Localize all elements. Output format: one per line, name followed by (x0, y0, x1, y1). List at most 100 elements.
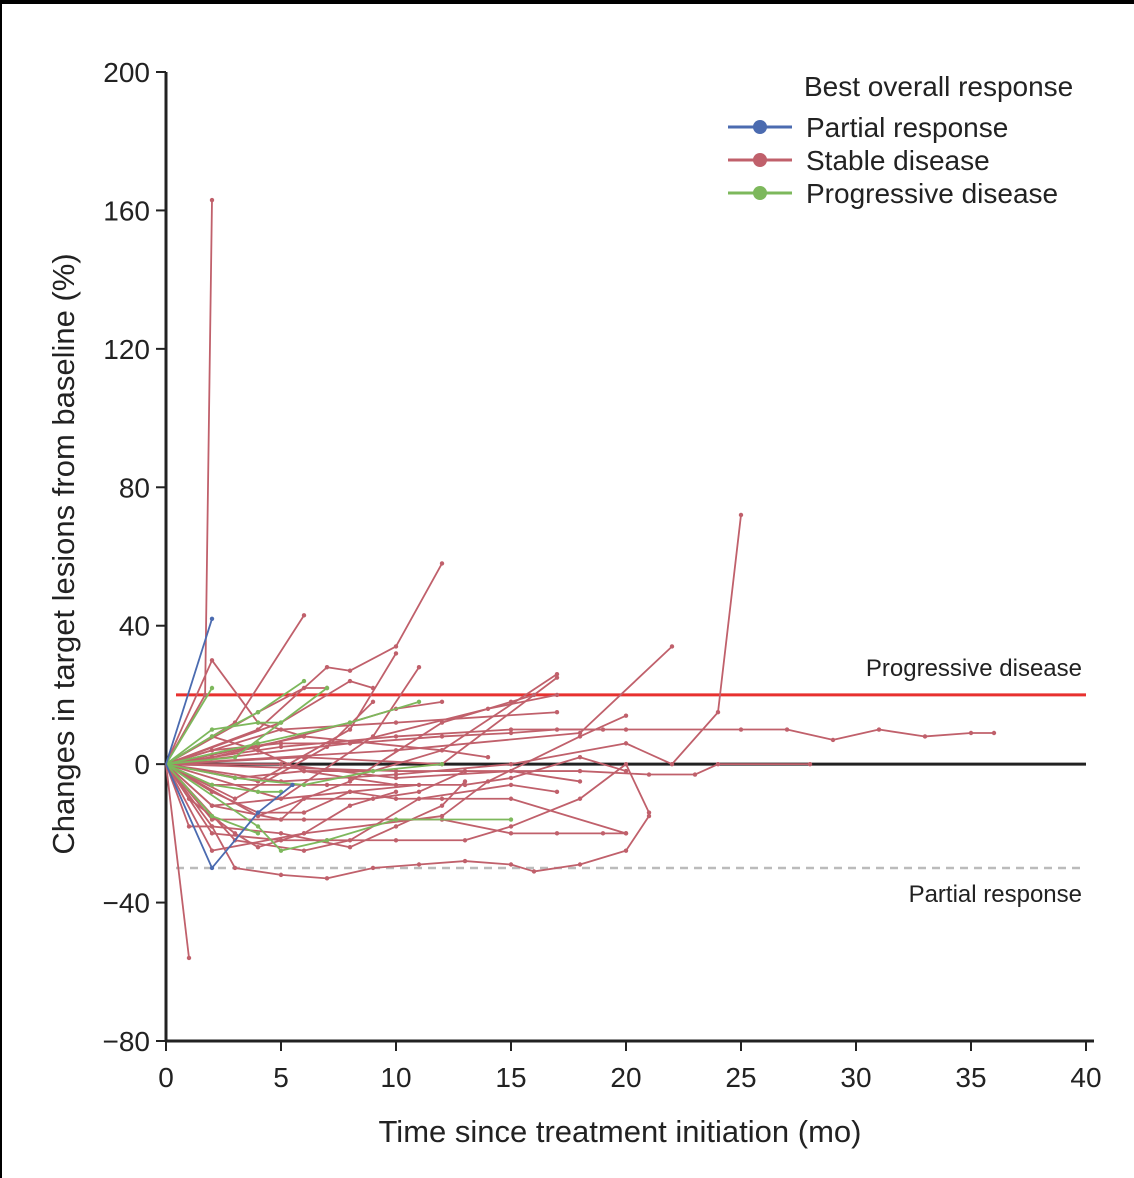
data-point (209, 813, 215, 819)
series-line (165, 694, 558, 766)
data-point (508, 730, 514, 736)
patient-series (165, 685, 330, 766)
data-point (232, 865, 238, 871)
series-line (165, 680, 305, 765)
series-lines (165, 197, 997, 961)
data-point (209, 658, 215, 663)
data-point (508, 817, 514, 822)
data-point (301, 796, 307, 801)
patient-series (165, 665, 422, 801)
data-point (439, 813, 445, 819)
data-point (278, 872, 284, 878)
data-point (508, 782, 514, 788)
pr-threshold-label: Partial response (909, 881, 1082, 908)
data-point (876, 727, 882, 732)
patient-series (165, 713, 629, 853)
series-line (165, 763, 511, 852)
patient-series (165, 678, 307, 765)
y-tick-label: −80 (103, 1026, 151, 1057)
data-point (991, 730, 997, 736)
data-point (209, 865, 215, 871)
data-point (393, 772, 399, 777)
data-point (508, 768, 514, 774)
data-point (646, 772, 652, 777)
series-line (165, 673, 558, 766)
series-line (165, 680, 374, 765)
data-point (370, 768, 376, 774)
data-point (531, 692, 537, 698)
data-point (278, 727, 284, 732)
x-tick-label: 40 (1070, 1062, 1101, 1093)
data-point (255, 720, 261, 725)
data-point (393, 824, 399, 829)
patient-series (165, 761, 445, 788)
series-line (165, 763, 294, 869)
data-point (301, 678, 307, 684)
data-point (301, 831, 307, 836)
data-point (623, 848, 629, 853)
data-point (600, 831, 606, 836)
data-point (531, 869, 537, 874)
data-point (462, 838, 468, 843)
data-point (830, 737, 836, 743)
data-point (416, 782, 422, 788)
data-point (968, 730, 974, 736)
data-point (209, 755, 215, 760)
y-tick-label: 0 (134, 749, 150, 780)
reference-lines (166, 693, 1086, 870)
series-line (165, 764, 190, 959)
data-point (301, 768, 307, 774)
legend-entry-label: Stable disease (806, 145, 990, 176)
data-point (577, 779, 583, 784)
data-point (232, 796, 238, 801)
patient-series (165, 763, 629, 836)
data-point (347, 678, 353, 684)
data-point (416, 699, 422, 705)
legend-entry-label: Partial response (806, 112, 1008, 143)
data-point (508, 824, 514, 829)
data-point (186, 955, 192, 961)
data-point (255, 845, 261, 850)
data-point (554, 671, 560, 677)
data-point (209, 803, 215, 808)
data-point (347, 727, 353, 732)
data-point (209, 782, 215, 788)
x-tick-label: 15 (495, 1062, 526, 1093)
series-line (165, 687, 213, 765)
data-point (393, 651, 399, 656)
data-point (347, 775, 353, 781)
data-point (393, 734, 399, 739)
data-point (301, 613, 307, 618)
data-point (577, 768, 583, 774)
series-line (165, 562, 443, 765)
data-point (439, 699, 445, 705)
x-tick-label: 35 (955, 1062, 986, 1093)
data-point (738, 727, 744, 732)
axes: −80 −40 0 40 80 120 160 200 0 5 10 15 20 25 30 35 40 (103, 57, 1102, 1093)
data-point (738, 512, 744, 518)
legend-title: Best overall response (804, 71, 1073, 102)
data-point (301, 810, 307, 815)
data-point (600, 727, 606, 732)
data-point (393, 775, 399, 781)
data-point (508, 761, 514, 767)
data-point (577, 796, 583, 801)
data-point (416, 796, 422, 801)
data-point (393, 782, 399, 788)
series-line (165, 694, 535, 817)
patient-series (165, 616, 215, 765)
data-point (554, 710, 560, 715)
data-point (301, 782, 307, 788)
series-line (165, 645, 673, 766)
data-point (439, 748, 445, 753)
patient-series (165, 761, 813, 777)
data-point (623, 713, 629, 718)
x-tick-label: 0 (158, 1062, 174, 1093)
series-line (165, 666, 420, 800)
data-point (416, 665, 422, 670)
patient-series (165, 727, 997, 766)
data-point (462, 858, 468, 864)
series-line (165, 763, 281, 793)
data-point (508, 796, 514, 801)
